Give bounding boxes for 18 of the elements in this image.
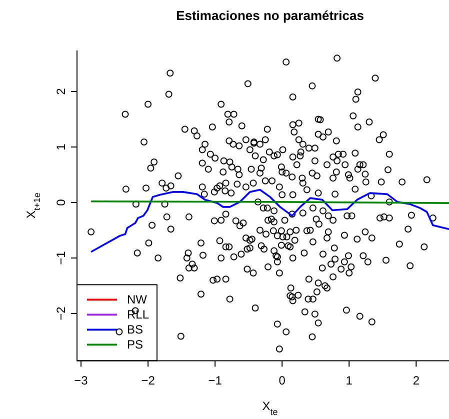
x-tick-label: 0: [278, 374, 286, 388]
y-tick-label: −1: [54, 250, 68, 265]
x-tick-label: 1: [346, 374, 353, 388]
legend-label: BS: [127, 322, 144, 337]
chart-title: Estimaciones no paramétricas: [176, 8, 364, 23]
y-tick-label: 1: [54, 143, 68, 150]
x-tick-label: −1: [208, 374, 222, 388]
legend-label: RLL: [127, 308, 150, 322]
y-tick-label: 2: [54, 88, 68, 95]
x-axis-title: X$_{te}$: [262, 399, 278, 417]
y-tick-label: −2: [54, 306, 68, 320]
legend-label: NW: [127, 292, 148, 307]
x-tick-label: −3: [74, 374, 88, 388]
y-tick-label: 0: [54, 198, 68, 206]
legend-label: PS: [127, 338, 144, 352]
x-tick-label: −2: [141, 374, 156, 388]
x-tick-label: 2: [412, 374, 420, 388]
line-series: [90, 188, 449, 253]
